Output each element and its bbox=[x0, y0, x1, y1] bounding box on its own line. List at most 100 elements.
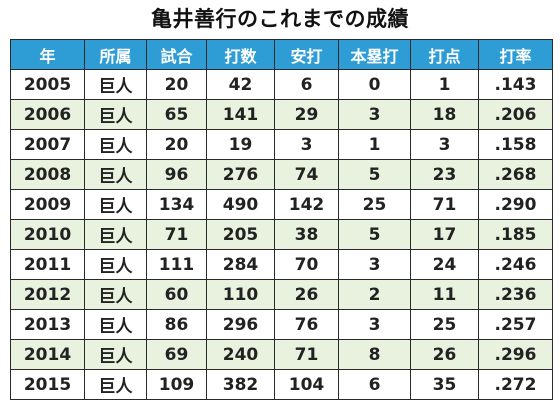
table-row: 2009 巨人 134 490 142 25 71.290 bbox=[10, 189, 553, 220]
cell-year: 2005 bbox=[10, 69, 85, 100]
cell-hits: 142 bbox=[274, 189, 339, 220]
cell-year: 2013 bbox=[10, 309, 85, 340]
table-row: 2006 巨人 65 141 29 3 18.206 bbox=[10, 99, 553, 130]
table-body: 2005 巨人 20 42 6 0 1.143 2006 巨人 65 141 29 3 18.206 200… bbox=[10, 69, 553, 400]
cell-hits: 3 bbox=[274, 129, 339, 160]
table-row: 2010 巨人 71 205 38 5 17.185 bbox=[10, 219, 553, 250]
cell-at-bats: 296 bbox=[206, 309, 275, 340]
cell-rbi: 18 bbox=[410, 99, 479, 130]
cell-team: 巨人 bbox=[84, 249, 147, 280]
cell-games: 65 bbox=[146, 99, 207, 130]
stats-table: 年 所属 試合 打数 安打 本塁打 打点 打率 2005 巨人 20 42 6 0 1.14… bbox=[10, 39, 553, 400]
cell-batting-average: .290 bbox=[478, 189, 553, 220]
cell-at-bats: 276 bbox=[206, 159, 275, 190]
cell-home-runs: 2 bbox=[338, 279, 411, 310]
column-header-hits: 安打 bbox=[274, 39, 339, 70]
cell-home-runs: 3 bbox=[338, 309, 411, 340]
cell-at-bats: 19 bbox=[206, 129, 275, 160]
cell-games: 69 bbox=[146, 339, 207, 370]
cell-home-runs: 0 bbox=[338, 69, 411, 100]
cell-hits: 6 bbox=[274, 69, 339, 100]
table-header: 年 所属 試合 打数 安打 本塁打 打点 打率 bbox=[10, 39, 553, 70]
cell-rbi: 35 bbox=[410, 369, 479, 400]
column-header-year: 年 bbox=[10, 39, 85, 70]
cell-team: 巨人 bbox=[84, 99, 147, 130]
column-header-at-bats: 打数 bbox=[206, 39, 275, 70]
table-row: 2005 巨人 20 42 6 0 1.143 bbox=[10, 69, 553, 100]
cell-games: 96 bbox=[146, 159, 207, 190]
cell-home-runs: 3 bbox=[338, 99, 411, 130]
table-row: 2007 巨人 20 19 3 1 3.158 bbox=[10, 129, 553, 160]
cell-year: 2011 bbox=[10, 249, 85, 280]
cell-games: 109 bbox=[146, 369, 207, 400]
cell-rbi: 11 bbox=[410, 279, 479, 310]
table-title: 亀井善行のこれまでの成績 bbox=[151, 7, 409, 31]
cell-games: 134 bbox=[146, 189, 207, 220]
cell-home-runs: 6 bbox=[338, 369, 411, 400]
cell-rbi: 1 bbox=[410, 69, 479, 100]
column-header-rbi: 打点 bbox=[410, 39, 479, 70]
cell-batting-average: .158 bbox=[478, 129, 553, 160]
table-row: 2011 巨人 111 284 70 3 24.246 bbox=[10, 249, 553, 280]
cell-at-bats: 284 bbox=[206, 249, 275, 280]
cell-team: 巨人 bbox=[84, 309, 147, 340]
cell-year: 2014 bbox=[10, 339, 85, 370]
cell-at-bats: 110 bbox=[206, 279, 275, 310]
table-row: 2008 巨人 96 276 74 5 23.268 bbox=[10, 159, 553, 190]
cell-batting-average: .185 bbox=[478, 219, 553, 250]
cell-team: 巨人 bbox=[84, 69, 147, 100]
cell-year: 2010 bbox=[10, 219, 85, 250]
cell-batting-average: .272 bbox=[478, 369, 553, 400]
cell-home-runs: 3 bbox=[338, 249, 411, 280]
header-row: 年 所属 試合 打数 安打 本塁打 打点 打率 bbox=[10, 39, 553, 70]
cell-batting-average: .236 bbox=[478, 279, 553, 310]
cell-team: 巨人 bbox=[84, 219, 147, 250]
cell-rbi: 3 bbox=[410, 129, 479, 160]
cell-at-bats: 141 bbox=[206, 99, 275, 130]
cell-rbi: 26 bbox=[410, 339, 479, 370]
cell-games: 20 bbox=[146, 129, 207, 160]
cell-hits: 70 bbox=[274, 249, 339, 280]
table-row: 2014 巨人 69 240 71 8 26.296 bbox=[10, 339, 553, 370]
cell-games: 86 bbox=[146, 309, 207, 340]
cell-at-bats: 42 bbox=[206, 69, 275, 100]
table-row: 2012 巨人 60 110 26 2 11.236 bbox=[10, 279, 553, 310]
cell-year: 2006 bbox=[10, 99, 85, 130]
cell-year: 2009 bbox=[10, 189, 85, 220]
table-row: 2013 巨人 86 296 76 3 25.257 bbox=[10, 309, 553, 340]
cell-batting-average: .206 bbox=[478, 99, 553, 130]
cell-rbi: 24 bbox=[410, 249, 479, 280]
cell-year: 2015 bbox=[10, 369, 85, 400]
cell-year: 2007 bbox=[10, 129, 85, 160]
cell-batting-average: .296 bbox=[478, 339, 553, 370]
cell-team: 巨人 bbox=[84, 159, 147, 190]
cell-team: 巨人 bbox=[84, 339, 147, 370]
cell-games: 111 bbox=[146, 249, 207, 280]
column-header-batting-average: 打率 bbox=[478, 39, 553, 70]
cell-team: 巨人 bbox=[84, 279, 147, 310]
cell-home-runs: 5 bbox=[338, 159, 411, 190]
cell-year: 2008 bbox=[10, 159, 85, 190]
cell-hits: 26 bbox=[274, 279, 339, 310]
cell-team: 巨人 bbox=[84, 129, 147, 160]
cell-rbi: 23 bbox=[410, 159, 479, 190]
cell-home-runs: 8 bbox=[338, 339, 411, 370]
cell-at-bats: 382 bbox=[206, 369, 275, 400]
cell-games: 60 bbox=[146, 279, 207, 310]
column-header-games: 試合 bbox=[146, 39, 207, 70]
table-row: 2015 巨人 109 382 104 6 35.272 bbox=[10, 369, 553, 400]
cell-games: 71 bbox=[146, 219, 207, 250]
cell-team: 巨人 bbox=[84, 369, 147, 400]
cell-team: 巨人 bbox=[84, 189, 147, 220]
cell-batting-average: .268 bbox=[478, 159, 553, 190]
cell-rbi: 17 bbox=[410, 219, 479, 250]
cell-at-bats: 205 bbox=[206, 219, 275, 250]
cell-hits: 74 bbox=[274, 159, 339, 190]
cell-home-runs: 25 bbox=[338, 189, 411, 220]
cell-at-bats: 240 bbox=[206, 339, 275, 370]
column-header-home-runs: 本塁打 bbox=[338, 39, 411, 70]
cell-home-runs: 1 bbox=[338, 129, 411, 160]
cell-batting-average: .143 bbox=[478, 69, 553, 100]
cell-year: 2012 bbox=[10, 279, 85, 310]
cell-hits: 104 bbox=[274, 369, 339, 400]
